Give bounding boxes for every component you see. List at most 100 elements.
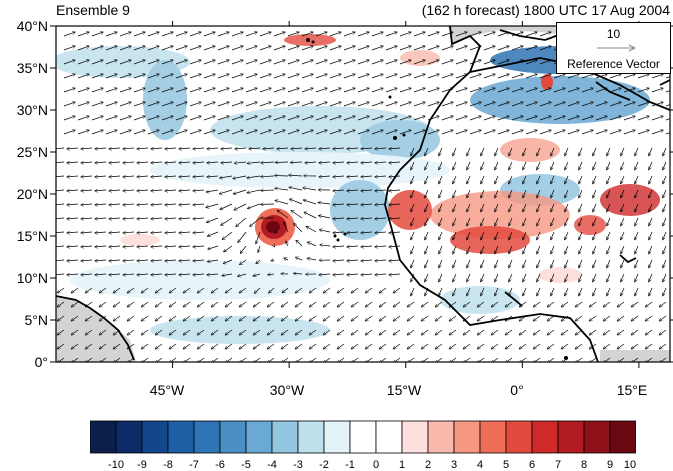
wind-vector	[427, 102, 439, 107]
wind-vector	[151, 176, 163, 177]
wind-vector	[421, 315, 429, 321]
wind-vector	[179, 260, 191, 261]
wind-vector	[273, 46, 285, 51]
wind-vector	[329, 116, 341, 121]
wind-vector	[245, 46, 257, 51]
wind-vector	[147, 88, 159, 93]
wind-vector	[151, 204, 163, 205]
wind-vector	[347, 246, 359, 247]
wind-vector	[635, 259, 639, 268]
wind-vector	[607, 273, 611, 282]
wind-vector	[123, 148, 135, 149]
wind-vector	[469, 46, 481, 51]
colorbar-swatch	[271, 420, 299, 454]
wind-vector	[623, 74, 635, 79]
wind-vector	[421, 329, 429, 335]
wind-vector	[361, 274, 373, 275]
wind-vector	[221, 162, 233, 163]
wind-vector	[337, 329, 345, 335]
wind-vector	[579, 161, 583, 170]
wind-vector	[133, 32, 145, 37]
wind-vector	[175, 60, 187, 65]
wind-vector	[581, 102, 593, 107]
wind-vector	[273, 60, 285, 65]
wind-vector	[449, 329, 457, 335]
wind-vector	[151, 274, 163, 275]
wind-vector	[651, 74, 663, 79]
wind-vector	[525, 116, 537, 121]
wind-vector	[291, 148, 303, 149]
wind-vector	[56, 176, 65, 177]
wind-vector	[361, 148, 373, 149]
wind-vector	[273, 74, 285, 79]
colorbar-swatch	[245, 420, 273, 454]
wind-vector	[193, 162, 205, 163]
wind-vector	[133, 74, 145, 79]
wind-vector	[509, 273, 513, 282]
wind-vector	[91, 74, 103, 79]
wind-vector	[113, 287, 121, 293]
wind-vector	[427, 74, 439, 79]
wind-vector	[277, 210, 289, 219]
wind-vector	[393, 287, 401, 293]
wind-vector	[105, 32, 117, 37]
wind-vector	[449, 301, 457, 307]
wind-vector	[425, 259, 429, 268]
wind-vector	[481, 245, 485, 254]
wind-vector	[511, 130, 523, 135]
wind-vector	[575, 329, 583, 335]
wind-vector	[273, 116, 285, 121]
lat-label-15n: 15°N	[16, 228, 48, 244]
wind-vector	[109, 204, 121, 205]
wind-vector	[481, 147, 485, 156]
wind-vector	[365, 343, 373, 349]
wind-vector	[427, 130, 439, 135]
wind-vector	[56, 246, 65, 247]
wind-vector	[637, 116, 649, 121]
lat-label-20n: 20°N	[16, 186, 48, 202]
wind-vector	[77, 130, 89, 135]
wind-vector	[505, 329, 513, 335]
wind-vector	[537, 259, 541, 268]
wind-vector	[495, 287, 499, 296]
wind-vector	[303, 200, 317, 205]
wind-vector	[481, 161, 485, 170]
wind-vector	[411, 245, 415, 254]
wind-vector	[315, 130, 327, 135]
wind-vector	[179, 204, 191, 205]
colorbar-swatch	[115, 420, 143, 454]
wind-vector	[137, 204, 149, 205]
wind-vector	[179, 176, 191, 177]
wind-vector	[469, 130, 481, 135]
wind-vector	[99, 315, 107, 321]
wind-vector	[67, 274, 79, 275]
wind-vector	[137, 246, 149, 247]
wind-vector	[133, 46, 145, 51]
lon-label-30w: 30°W	[269, 382, 305, 398]
wind-vector	[123, 260, 135, 261]
colorbar-label: -9	[137, 459, 147, 471]
wind-vector	[217, 60, 229, 65]
wind-vector	[413, 60, 425, 65]
wind-vector	[491, 329, 499, 335]
wind-vector	[399, 60, 411, 65]
wind-vector	[309, 301, 317, 307]
wind-vector	[91, 32, 103, 37]
wind-vector	[343, 32, 355, 37]
wind-vector	[151, 218, 163, 219]
wind-vector	[91, 60, 103, 65]
wind-vector	[551, 217, 555, 226]
wind-vector	[659, 329, 667, 335]
wind-vector	[267, 343, 275, 349]
wind-vector	[509, 259, 513, 268]
wind-vector	[567, 88, 579, 93]
wind-vector	[77, 102, 89, 107]
wind-vector	[169, 315, 177, 321]
wind-vector	[593, 245, 597, 254]
colorbar	[90, 420, 636, 454]
wind-vector	[375, 204, 387, 205]
wind-vector	[411, 231, 415, 240]
wind-vector	[147, 46, 159, 51]
wind-vector	[169, 357, 177, 362]
